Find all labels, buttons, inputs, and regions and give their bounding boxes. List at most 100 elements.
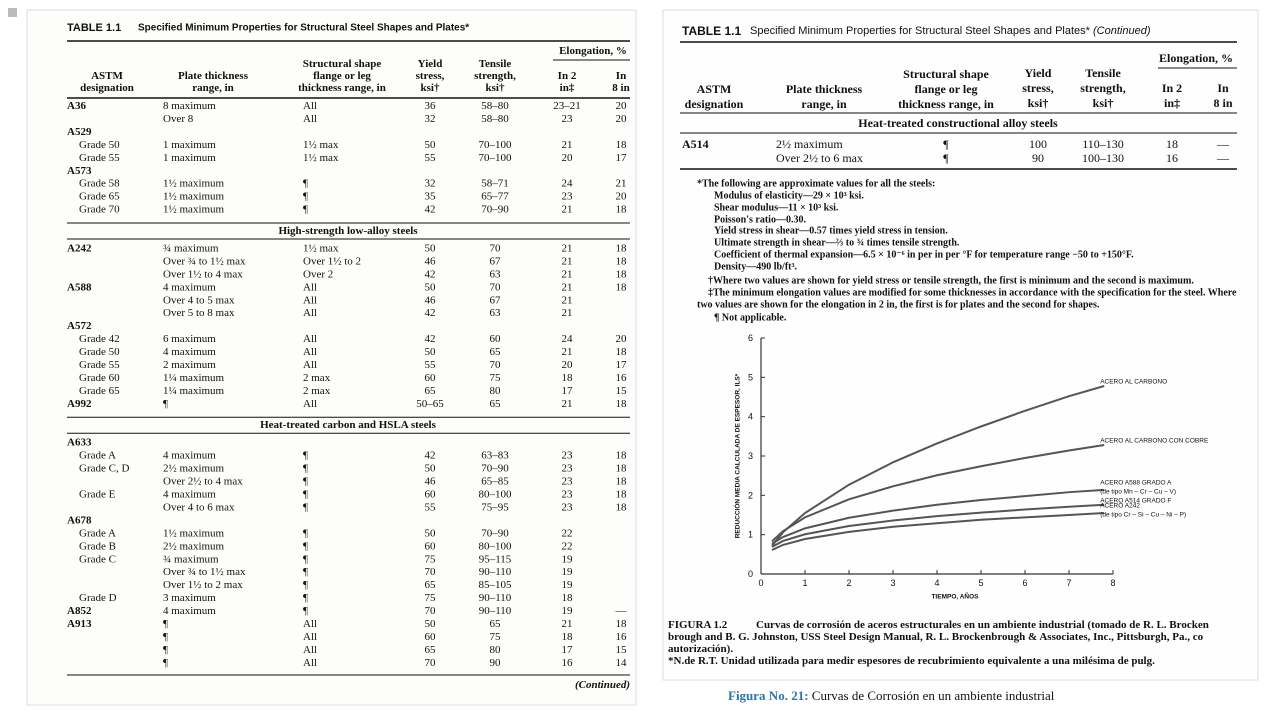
cell: Over ¾ to 1½ max [163, 566, 246, 578]
cell: All [303, 346, 317, 358]
designation: A529 [67, 126, 92, 138]
cell: 1½ max [303, 242, 339, 254]
cell: All [303, 398, 317, 410]
cell: All [303, 631, 317, 643]
cell: 22 [562, 540, 573, 552]
cell: 42 [425, 204, 436, 216]
series-label: ACERO AL CARBONO [1100, 378, 1167, 385]
cell: — [615, 605, 628, 617]
section-header: High-strength low-alloy steels [278, 225, 418, 237]
cell: 21 [562, 242, 573, 254]
cell: Over 8 [163, 113, 194, 125]
title: Specified Minimum Properties for Structu… [750, 25, 1091, 37]
cell: 55 [425, 359, 437, 371]
cell: 70–100 [479, 139, 513, 151]
series-note: (de tipo Cr – Si – Cu – Ni – P) [1100, 512, 1186, 519]
cell: 18 [562, 592, 574, 604]
cell: Over 2 [303, 268, 333, 280]
cell: 21 [562, 204, 573, 216]
cell: ¶ [163, 631, 168, 643]
cell: 15 [616, 385, 628, 397]
cell: 18 [616, 204, 628, 216]
cell: 58–71 [481, 178, 509, 190]
cell: 50 [425, 139, 437, 151]
cell: Over ¾ to 1½ max [163, 255, 246, 267]
footnote: two values are shown for the elongation … [697, 300, 1100, 311]
caption-text: Curvas de Corrosión en un ambiente indus… [812, 688, 1055, 703]
cell: 90–110 [479, 566, 512, 578]
cell: 18 [616, 489, 628, 501]
cell: 18 [616, 242, 628, 254]
designation: Grade 42 [79, 333, 120, 345]
curve [771, 503, 1105, 548]
column-header: thickness range, in [298, 82, 386, 94]
cell: 18 [616, 463, 628, 475]
cell: 23 [562, 191, 574, 203]
cell: 70 [425, 566, 437, 578]
cell: 80 [490, 644, 502, 656]
cell: 1½ maximum [163, 204, 225, 216]
cell: 4 maximum [163, 489, 216, 501]
footnote: Density—490 lb/ft³. [714, 262, 797, 273]
cell: 70–90 [481, 463, 509, 475]
designation: Grade 65 [79, 191, 120, 203]
cell: 65 [425, 385, 437, 397]
designation: A913 [67, 618, 92, 630]
cell: 19 [562, 566, 574, 578]
cell: ¶ [303, 450, 308, 462]
series-label: ACERO AL CARBONO CON COBRE [1100, 437, 1209, 444]
cell: 50 [425, 618, 437, 630]
cell: 36 [425, 100, 437, 112]
table-label: TABLE 1.1 [67, 22, 121, 34]
cell: 46 [425, 255, 437, 267]
series-note: (de tipo Mn – Cr – Cu – V) [1100, 488, 1176, 495]
cell: 21 [562, 398, 573, 410]
designation: Grade E [79, 489, 116, 501]
cell: 21 [562, 294, 573, 306]
cell: 17 [616, 152, 628, 164]
cell: ¶ [303, 592, 308, 604]
cell: All [303, 644, 317, 656]
footnote: Ultimate strength in shear—⅔ to ¾ times … [714, 238, 960, 249]
cell: ¶ [303, 566, 308, 578]
cell: 80 [490, 385, 502, 397]
cell: 1½ max [303, 139, 339, 151]
column-header: flange or leg [914, 82, 977, 96]
left-scan [26, 9, 637, 706]
cell: 60 [425, 489, 437, 501]
cell: 46 [425, 294, 437, 306]
cell: 20 [616, 113, 628, 125]
cell: 67 [490, 294, 502, 306]
column-header: In 2 [558, 70, 577, 82]
cell: 23 [562, 450, 574, 462]
footnote: ‡The minimum elongation values are modif… [708, 288, 1237, 299]
y-tick-label: 5 [748, 372, 753, 382]
series-label: ACERO A514 GRADO F [1100, 497, 1171, 504]
table-title: Specified Minimum Properties for Structu… [138, 23, 469, 34]
cell: 67 [490, 255, 502, 267]
cell: 1½ maximum [163, 191, 225, 203]
cell: 17 [562, 385, 574, 397]
cell: All [303, 113, 317, 125]
cell: 60 [425, 540, 437, 552]
column-header: stress, [416, 70, 445, 82]
cell: 21 [562, 618, 573, 630]
designation: A852 [67, 605, 92, 617]
cell: All [303, 307, 317, 319]
cell: 32 [425, 178, 436, 190]
x-tick-label: 4 [934, 578, 939, 588]
designation: Grade C [79, 553, 116, 565]
cell: 90–110 [479, 592, 512, 604]
section-header: Heat-treated constructional alloy steels [858, 116, 1058, 130]
cell: All [303, 657, 317, 669]
cell: ¶ [303, 178, 308, 190]
cell: 75 [425, 592, 437, 604]
cell: ¶ [163, 618, 168, 630]
column-header: 8 in [1213, 96, 1232, 110]
group-header: Elongation, % [559, 45, 627, 57]
designation: Grade B [79, 540, 116, 552]
cell: ¶ [303, 463, 308, 475]
cell: ¶ [943, 151, 949, 165]
column-header: ASTM [91, 70, 123, 82]
